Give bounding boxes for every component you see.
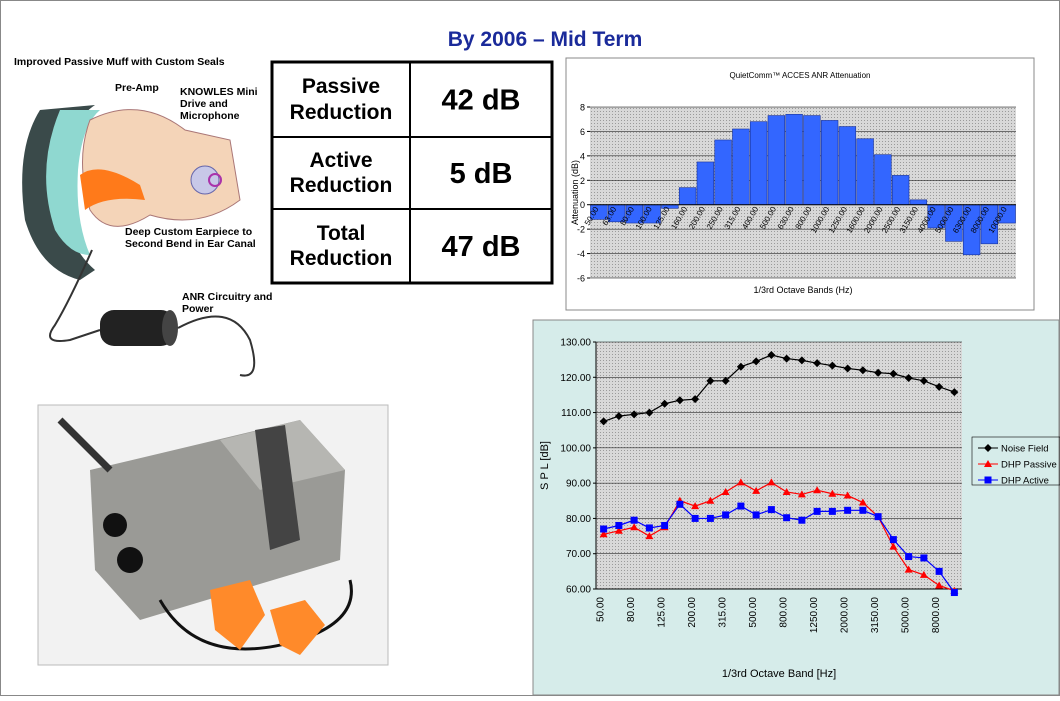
- point-marker: [692, 515, 699, 522]
- x-tick-label: 1250.00: [809, 597, 820, 634]
- ear-label: KNOWLES Mini Drive and Microphone: [180, 86, 270, 122]
- legend-label: Noise Field: [1001, 444, 1049, 455]
- y-tick-label: -2: [577, 225, 585, 235]
- device-photo: [38, 405, 388, 665]
- bar: [697, 162, 714, 205]
- point-marker: [829, 508, 836, 515]
- bar: [892, 175, 909, 204]
- y-tick-label: 120.00: [560, 373, 591, 384]
- y-tick-label: 0: [580, 200, 585, 210]
- x-tick-label: 5000.00: [901, 597, 912, 634]
- legend-label: DHP Passive: [1001, 460, 1057, 471]
- bar: [715, 140, 732, 205]
- ear-label: Improved Passive Muff with Custom Seals: [14, 56, 225, 68]
- point-marker: [646, 524, 653, 531]
- ear-label: Pre-Amp: [115, 82, 159, 94]
- row-label: Active Reduction: [276, 141, 406, 205]
- y-tick-label: 90.00: [566, 479, 591, 490]
- point-marker: [753, 511, 760, 518]
- x-tick-label: 800.00: [779, 597, 790, 628]
- bar: [804, 116, 821, 205]
- ear-label-box: Deep Custom Earpiece to Second Bend in E…: [125, 226, 270, 276]
- ear-label: Deep Custom Earpiece to Second Bend in E…: [125, 226, 270, 250]
- bar: [875, 155, 892, 205]
- x-tick-label: 2000.00: [840, 597, 851, 634]
- table-cell: Passive Reduction: [276, 66, 406, 133]
- row-label: Total Reduction: [276, 213, 406, 279]
- point-marker: [676, 501, 683, 508]
- bar: [786, 114, 803, 204]
- point-marker: [783, 514, 790, 521]
- y-tick-label: 130.00: [560, 338, 591, 349]
- x-axis-title: 1/3rd Octave Band [Hz]: [722, 668, 836, 680]
- y-tick-label: 8: [580, 103, 585, 113]
- point-marker: [768, 506, 775, 513]
- point-marker: [920, 554, 927, 561]
- y-tick-label: 110.00: [561, 408, 591, 419]
- point-marker: [631, 517, 638, 524]
- x-axis-title: 1/3rd Octave Bands (Hz): [753, 285, 852, 295]
- row-value: 47 dB: [442, 231, 521, 263]
- x-tick-label: 125.00: [657, 597, 668, 628]
- x-tick-label: 500.00: [748, 597, 759, 628]
- bar: [679, 188, 696, 205]
- bar: [768, 116, 785, 205]
- point-marker: [737, 503, 744, 510]
- point-marker: [951, 589, 958, 596]
- row-value: 42 dB: [442, 85, 521, 117]
- point-marker: [905, 553, 912, 560]
- point-marker: [798, 517, 805, 524]
- y-tick-label: 80.00: [566, 514, 591, 525]
- bar: [910, 200, 927, 205]
- row-value: 5 dB: [450, 158, 513, 190]
- y-tick-label: 4: [580, 151, 585, 161]
- table-cell: Total Reduction: [276, 213, 406, 279]
- point-marker: [844, 507, 851, 514]
- point-marker: [985, 477, 992, 484]
- chart-title: QuietComm™ ACCES ANR Attenuation: [730, 71, 871, 80]
- x-tick-label: 80.00: [626, 597, 637, 622]
- x-tick-label: 8000.00: [931, 597, 942, 634]
- point-marker: [615, 522, 622, 529]
- point-marker: [814, 508, 821, 515]
- point-marker: [859, 507, 866, 514]
- x-tick-label: 200.00: [687, 597, 698, 628]
- bar: [733, 129, 750, 205]
- y-tick-label: -4: [577, 249, 585, 259]
- ear-label: ANR Circuitry and Power: [182, 291, 282, 315]
- table-cell: Active Reduction: [276, 141, 406, 205]
- slide-title: By 2006 – Mid Term: [448, 28, 643, 51]
- point-marker: [875, 513, 882, 520]
- y-tick-label: 60.00: [566, 585, 591, 596]
- bar: [750, 122, 767, 205]
- y-tick-label: 6: [580, 127, 585, 137]
- y-tick-label: 100.00: [560, 443, 591, 454]
- ear-label-box: KNOWLES Mini Drive and Microphone: [180, 86, 270, 136]
- slide: By 2006 – Mid Term Improved Passive Muff…: [0, 0, 1060, 696]
- point-marker: [600, 526, 607, 533]
- point-marker: [722, 511, 729, 518]
- bar: [821, 120, 838, 204]
- y-axis-title: Attenuation (dB): [570, 160, 580, 225]
- y-tick-label: 2: [580, 176, 585, 186]
- row-label: Passive Reduction: [276, 66, 406, 133]
- y-tick-label: -6: [577, 274, 585, 284]
- x-tick-label: 50.00: [596, 597, 607, 622]
- ear-label-box: ANR Circuitry and Power: [182, 291, 282, 325]
- plot-area: [590, 107, 1016, 278]
- x-tick-label: 315.00: [718, 597, 729, 628]
- y-axis-title: S P L [dB]: [539, 441, 551, 490]
- bar: [857, 139, 874, 205]
- point-marker: [890, 536, 897, 543]
- point-marker: [936, 568, 943, 575]
- y-tick-label: 70.00: [566, 549, 591, 560]
- bar: [839, 127, 856, 205]
- point-marker: [707, 515, 714, 522]
- x-tick-label: 3150.00: [870, 597, 881, 634]
- point-marker: [661, 522, 668, 529]
